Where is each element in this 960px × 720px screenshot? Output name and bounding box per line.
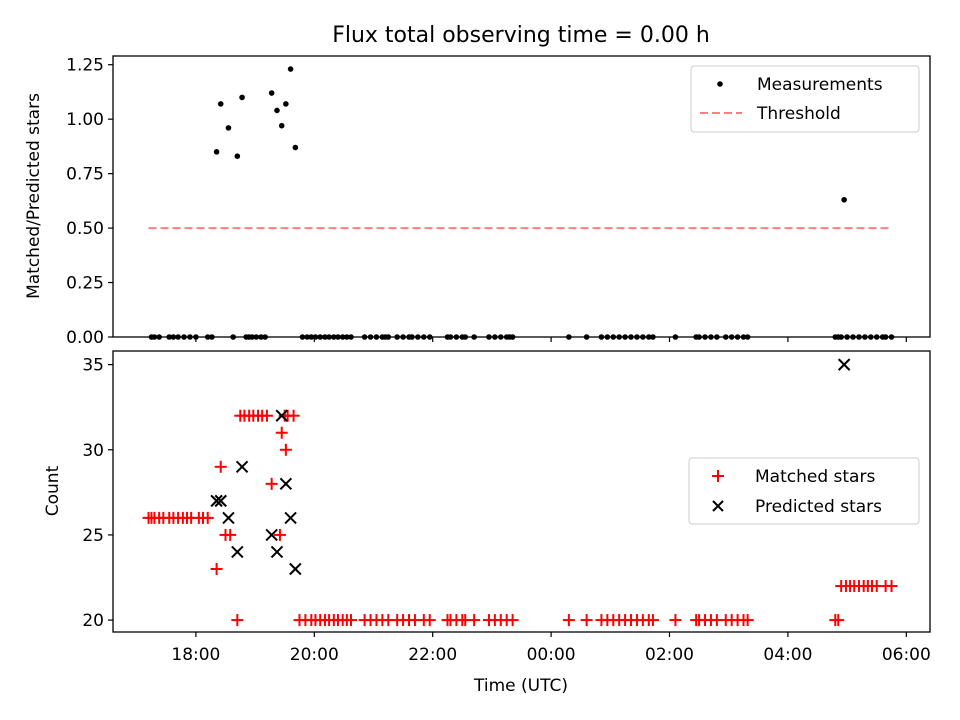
matched-star-point bbox=[669, 614, 682, 627]
predicted-star-point bbox=[284, 511, 297, 525]
measurement-point bbox=[278, 122, 285, 129]
matched-star-point bbox=[279, 443, 292, 456]
ratio-legend: Measurements Threshold bbox=[690, 65, 920, 133]
measurement-point bbox=[287, 66, 294, 72]
ratio-y-tick-label: 0.00 bbox=[66, 328, 104, 348]
predicted-star-point bbox=[265, 528, 278, 542]
legend-predicted-marker bbox=[712, 500, 724, 512]
count-panel-frame bbox=[112, 350, 931, 633]
matched-star-point bbox=[832, 614, 845, 627]
count-y-axis-label: Count bbox=[43, 465, 63, 516]
matched-star-point bbox=[265, 477, 278, 490]
legend-threshold-label: Threshold bbox=[756, 104, 841, 124]
ratio-panel-frame bbox=[112, 55, 931, 338]
x-tick-label: 00:00 bbox=[527, 645, 576, 665]
count-y-tick-label: 30 bbox=[82, 441, 104, 461]
x-axis-label: Time (UTC) bbox=[473, 676, 568, 696]
count-legend-box bbox=[688, 457, 920, 525]
predicted-star-point bbox=[289, 562, 302, 576]
matched-star-point bbox=[210, 562, 223, 575]
predicted-star-point bbox=[275, 409, 288, 422]
count-panel: 20 25 30 35 18:00 20:00 22:00 00:00 02:00 04:00 0… bbox=[43, 350, 931, 696]
count-y-tick-label: 25 bbox=[82, 526, 104, 546]
matched-star-point bbox=[506, 614, 519, 627]
matched-star-point bbox=[741, 614, 754, 627]
ratio-y-tick-label: 0.50 bbox=[66, 219, 104, 239]
legend-measurements-marker bbox=[717, 81, 723, 87]
ratio-panel: 0.00 0.25 0.50 0.75 1.00 1.25 Matched/Predict… bbox=[24, 55, 931, 348]
ratio-y-tick-label: 1.25 bbox=[66, 56, 104, 76]
legend-matched-marker bbox=[712, 470, 724, 482]
measurement-point bbox=[274, 107, 280, 114]
measurement-point bbox=[283, 101, 289, 107]
x-tick-label: 22:00 bbox=[408, 645, 457, 665]
chart-title: Flux total observing time = 0.00 h bbox=[332, 23, 710, 48]
count-y-tick-label: 35 bbox=[82, 356, 104, 376]
predicted-star-point bbox=[235, 460, 249, 474]
ratio-y-tick-label: 0.25 bbox=[66, 274, 104, 294]
x-tick-label: 20:00 bbox=[290, 645, 339, 665]
legend-measurements-label: Measurements bbox=[757, 75, 883, 95]
matched-star-point bbox=[423, 614, 436, 627]
matched-star-point bbox=[885, 580, 898, 593]
measurement-point bbox=[234, 153, 241, 160]
x-tick-label: 06:00 bbox=[882, 645, 931, 665]
ratio-x-ticks bbox=[195, 337, 907, 342]
matched-star-point bbox=[224, 528, 237, 541]
predicted-star-point bbox=[210, 494, 223, 508]
legend-predicted-label: Predicted stars bbox=[755, 497, 882, 517]
measurement-point bbox=[225, 125, 232, 131]
x-tick-label: 04:00 bbox=[763, 645, 812, 665]
count-y-ticks: 20 25 30 35 bbox=[82, 356, 113, 631]
measurement-point bbox=[217, 101, 224, 107]
x-tick-label: 02:00 bbox=[645, 645, 694, 665]
matched-star-point bbox=[287, 409, 300, 422]
measurement-point bbox=[292, 144, 299, 151]
measurement-point bbox=[841, 196, 847, 203]
matched-star-point bbox=[275, 426, 288, 439]
predicted-star-point bbox=[214, 494, 227, 508]
ratio-y-ticks: 0.00 0.25 0.50 0.75 1.00 1.25 bbox=[66, 56, 113, 348]
predicted-star-point bbox=[222, 511, 235, 525]
matched-star-point bbox=[214, 460, 227, 473]
predicted-star-point bbox=[231, 545, 244, 559]
ratio-y-tick-label: 1.00 bbox=[66, 110, 104, 130]
predicted-star-point bbox=[279, 477, 293, 491]
count-marks bbox=[142, 358, 898, 627]
measurement-point bbox=[213, 149, 220, 155]
matched-star-point bbox=[468, 614, 481, 627]
ratio-y-tick-label: 0.75 bbox=[66, 165, 104, 185]
predicted-star-point bbox=[837, 358, 851, 371]
matched-star-point bbox=[344, 614, 357, 627]
predicted-star-point bbox=[270, 545, 284, 559]
matched-star-point bbox=[231, 614, 244, 627]
matched-star-point bbox=[562, 614, 575, 627]
measurement-point bbox=[239, 94, 245, 101]
count-legend: Matched stars Predicted stars bbox=[688, 457, 920, 525]
count-x-ticks: 18:00 20:00 22:00 00:00 02:00 04:00 06:00 bbox=[171, 632, 931, 665]
ratio-y-axis-label: Matched/Predicted stars bbox=[24, 93, 44, 299]
ratio-legend-box bbox=[690, 65, 920, 133]
matched-star-point bbox=[580, 614, 593, 627]
matched-star-point bbox=[273, 528, 286, 541]
legend-matched-label: Matched stars bbox=[755, 467, 875, 487]
count-y-tick-label: 20 bbox=[82, 611, 104, 631]
matched-star-point bbox=[646, 614, 659, 627]
x-tick-label: 18:00 bbox=[171, 645, 220, 665]
matched-star-point bbox=[201, 511, 214, 524]
measurement-point bbox=[268, 90, 275, 96]
matched-star-point bbox=[260, 409, 273, 422]
